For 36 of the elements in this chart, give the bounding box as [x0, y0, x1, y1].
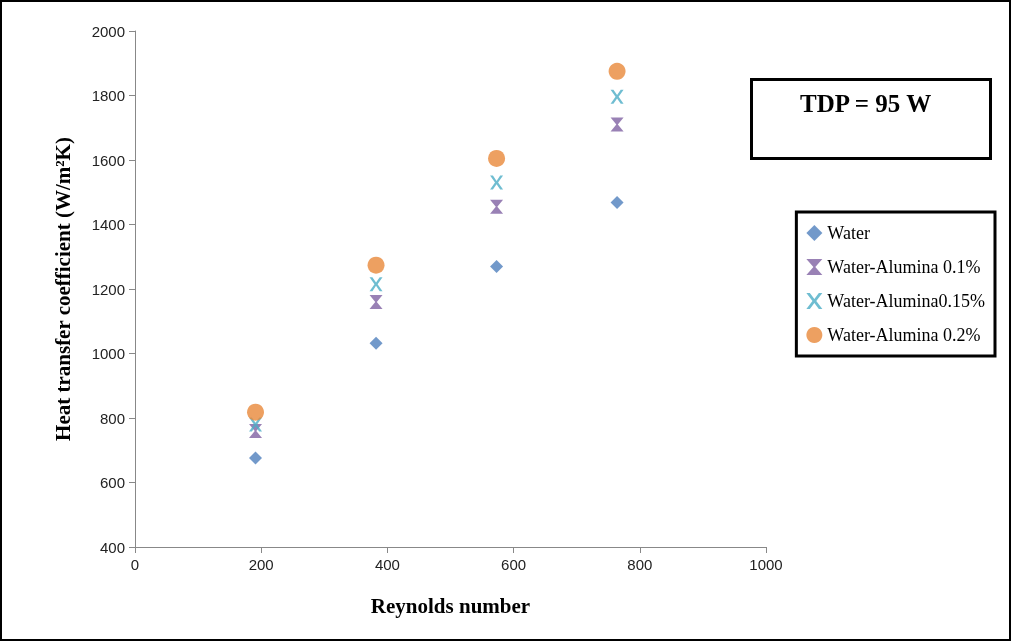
point — [249, 451, 263, 465]
x-tick-label: 400 — [374, 556, 400, 573]
point — [610, 196, 624, 210]
point — [608, 62, 626, 80]
legend-label: Water-Alumina 0.1% — [827, 257, 981, 277]
y-tick-label: 1800 — [91, 87, 125, 104]
point — [490, 199, 504, 214]
x-tick-label: 1000 — [749, 556, 783, 573]
text: TDP = 95 W — [799, 89, 932, 119]
point — [369, 277, 383, 292]
point — [490, 259, 504, 273]
point — [490, 175, 504, 190]
x-tick-label: 0 — [130, 556, 140, 573]
point — [247, 403, 265, 421]
y-tick-label: 1200 — [91, 280, 125, 298]
y-tick-label: 1000 — [91, 345, 125, 362]
y-tick-label: 2000 — [91, 22, 125, 40]
x-tick-label: 200 — [248, 556, 274, 573]
point — [610, 117, 624, 132]
legend-label: Water-Alumina0.15% — [827, 291, 986, 311]
point — [488, 149, 506, 167]
y-tick-label: 1600 — [91, 151, 125, 169]
point — [610, 89, 624, 104]
point — [367, 256, 385, 274]
y-axis-title: Heat transfer coefficient (W/m²K) — [50, 137, 75, 441]
legend-label: Water-Alumina 0.2% — [827, 325, 981, 345]
point — [369, 294, 383, 309]
point — [369, 336, 383, 350]
y-tick-label: 800 — [99, 409, 125, 427]
x-tick-label: 600 — [501, 556, 527, 573]
y-tick-label: 400 — [99, 538, 125, 556]
legend-label: Water — [827, 223, 870, 243]
x-axis-title: Reynolds number — [370, 593, 531, 618]
y-tick-label: 1400 — [91, 216, 125, 233]
x-tick-label: 800 — [627, 556, 653, 573]
y-tick-label: 600 — [99, 474, 125, 491]
